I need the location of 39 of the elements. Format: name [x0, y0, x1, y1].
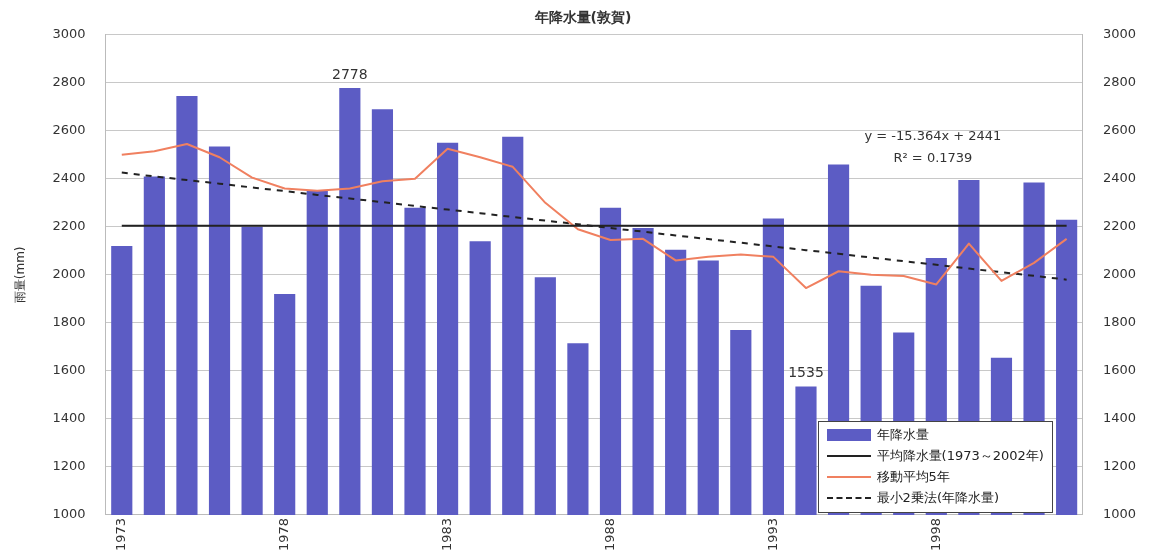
y-tick-label: 1200 — [52, 458, 86, 474]
x-tick-label: 1988 — [601, 517, 617, 552]
x-tick-label: 1993 — [764, 517, 780, 552]
data-label: 1535 — [788, 364, 824, 381]
annotation: y = -15.364x + 2441 — [864, 127, 1002, 143]
legend-label: 平均降水量(1973～2002年) — [876, 447, 1044, 466]
y-tick-label: 1800 — [52, 314, 86, 330]
legend-label: 移動平均5年 — [876, 468, 950, 487]
y2-tick-label: 3000 — [1102, 26, 1137, 42]
y2-tick-label: 1000 — [1102, 506, 1137, 522]
y-tick-label: 3000 — [52, 26, 86, 42]
y2-tick-label: 2600 — [1102, 122, 1137, 138]
y2-tick-label: 2400 — [1102, 170, 1137, 186]
y-tick-label: 2000 — [52, 266, 86, 282]
x-tick-label: 1978 — [276, 517, 292, 552]
y-tick-label: 2600 — [52, 122, 86, 138]
y-tick-label: 1400 — [52, 410, 86, 426]
y2-tick-label: 1600 — [1102, 362, 1137, 378]
y2-tick-label: 2000 — [1102, 266, 1137, 282]
y-tick-label: 2400 — [52, 170, 86, 186]
y2-tick-label: 2800 — [1102, 74, 1137, 90]
x-tick-label: 1983 — [438, 517, 454, 552]
y-tick-label: 2200 — [52, 218, 86, 234]
y-tick-label: 2800 — [52, 74, 86, 90]
y-tick-label: 1000 — [52, 506, 86, 522]
legend-label: 最小2乗法(年降水量) — [876, 489, 1000, 508]
x-tick-label: 1998 — [927, 517, 943, 552]
y2-tick-label: 1200 — [1102, 458, 1137, 474]
chart-title: 年降水量(敦賀) — [533, 9, 632, 26]
y-axis-title: 雨量(mm) — [13, 246, 28, 304]
y2-tick-label: 1800 — [1102, 314, 1137, 330]
x-tick-label: 1973 — [113, 517, 129, 552]
y2-tick-label: 2200 — [1102, 218, 1137, 234]
line-series — [120, 171, 1068, 281]
data-label: 2778 — [332, 65, 368, 82]
annotation: R² = 0.1739 — [893, 149, 973, 165]
legend-label: 年降水量 — [876, 426, 929, 445]
y2-tick-label: 1400 — [1102, 410, 1137, 426]
y-tick-label: 1600 — [52, 362, 86, 378]
